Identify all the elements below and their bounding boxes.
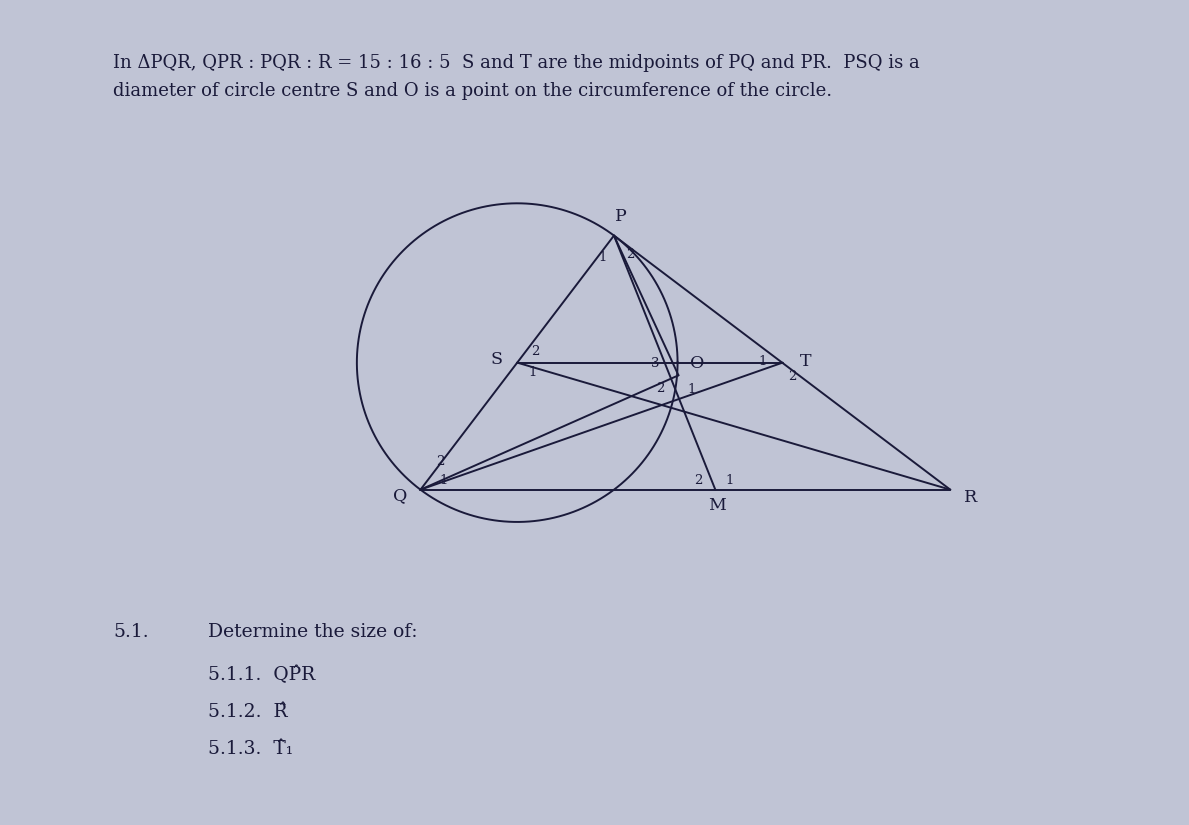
Text: 1: 1 xyxy=(439,474,448,487)
Text: 1: 1 xyxy=(599,252,608,264)
Text: S: S xyxy=(491,351,503,368)
Text: 2: 2 xyxy=(627,248,635,262)
Text: 1: 1 xyxy=(529,365,537,379)
Text: 2: 2 xyxy=(436,455,445,468)
Text: R: R xyxy=(964,488,977,506)
Text: 1: 1 xyxy=(687,383,696,396)
Text: T: T xyxy=(800,353,811,370)
Text: Q: Q xyxy=(394,488,408,505)
Text: 3: 3 xyxy=(652,357,660,370)
Text: 5.1.3.  T̂₁: 5.1.3. T̂₁ xyxy=(208,740,294,758)
Text: 2: 2 xyxy=(531,345,540,358)
Text: diameter of circle centre S and O is a point on the circumference of the circle.: diameter of circle centre S and O is a p… xyxy=(113,82,832,101)
Text: 5.1.2.  R̂: 5.1.2. R̂ xyxy=(208,703,288,721)
Text: 2: 2 xyxy=(656,381,665,394)
Text: In ΔPQR, QPR : PQR : R = 15 : 16 : 5  S and T are the midpoints of PQ and PR.  P: In ΔPQR, QPR : PQR : R = 15 : 16 : 5 S a… xyxy=(113,54,920,72)
Text: Determine the size of:: Determine the size of: xyxy=(208,623,417,641)
Text: M: M xyxy=(709,497,726,514)
Text: P: P xyxy=(616,208,628,225)
Text: 1: 1 xyxy=(725,474,734,487)
Text: 5.1.: 5.1. xyxy=(113,623,149,641)
Text: 1: 1 xyxy=(759,355,767,368)
Text: O: O xyxy=(690,356,704,372)
Text: 5.1.1.  QP̂R: 5.1.1. QP̂R xyxy=(208,666,315,684)
Text: 2: 2 xyxy=(787,370,795,383)
Text: 2: 2 xyxy=(694,474,703,487)
